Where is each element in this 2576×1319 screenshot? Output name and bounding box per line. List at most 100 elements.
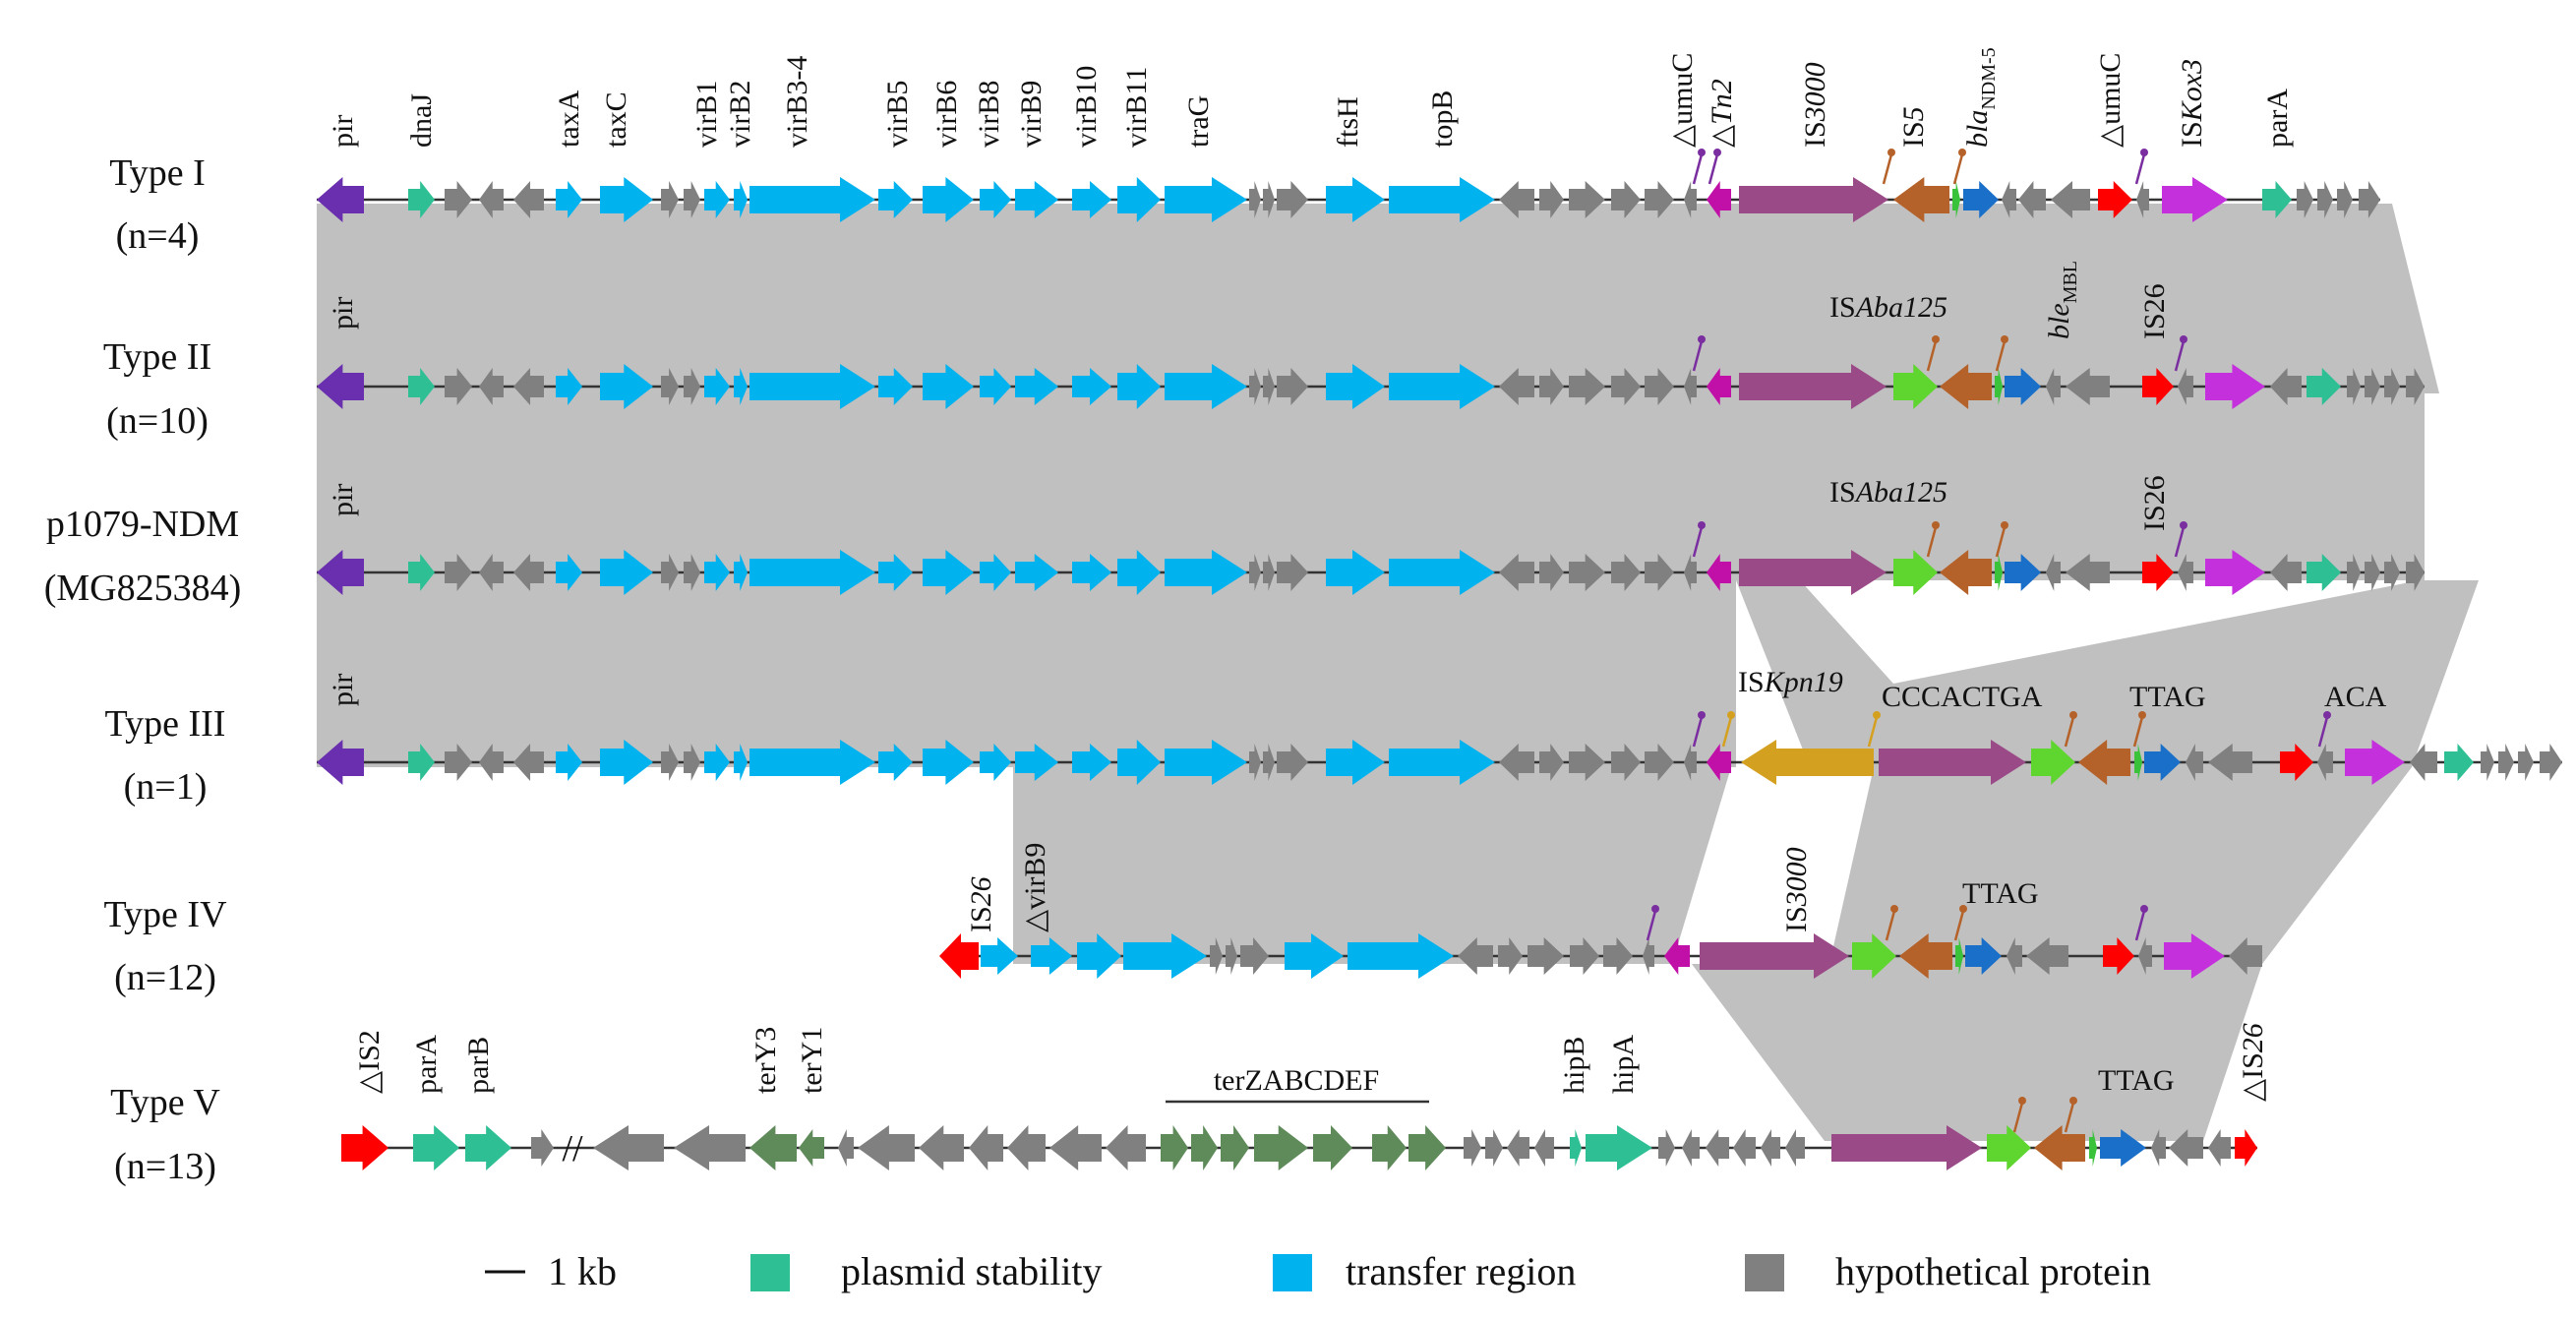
row3-hyp-c: [513, 744, 544, 781]
row5-IS5-gene: [2034, 1125, 2085, 1170]
row2-hyp-g: [1263, 554, 1275, 591]
row3-virB1-gene: [704, 744, 730, 781]
row0-virB5-gene: [878, 181, 913, 218]
row2-traG-gene: [1165, 550, 1247, 595]
row0-hyp-v: [2359, 181, 2380, 218]
row0-hyp-f: [1249, 181, 1261, 218]
row1-virB9-gene: [1015, 368, 1058, 405]
label-Tn2: △Tn2: [1706, 79, 1738, 148]
row5-hyp-b: [593, 1125, 664, 1170]
row2-hyp-s: [2347, 554, 2361, 591]
row3-virB10-gene: [1072, 744, 1111, 781]
row1-ftsH-gene: [1326, 364, 1385, 409]
row1-hyp-l: [1611, 368, 1641, 405]
row1-virB11-gene: [1117, 364, 1161, 409]
row4-hyp-f: [1528, 937, 1564, 975]
row1-isaba-marker-stem: [1926, 340, 1938, 372]
row2-umuC-marker-tip: [1698, 521, 1706, 529]
row1-umuC-marker-stem: [1692, 340, 1704, 372]
gene-arrows: [317, 149, 2562, 1170]
row0-hyp-p: [2018, 181, 2046, 218]
row2-ISKox3-gene: [2205, 550, 2265, 595]
row2-hyp-c: [513, 554, 544, 591]
row1-hyp-m: [1645, 368, 1674, 405]
row0-hyp-o: [2002, 181, 2016, 218]
label-umuC-2: △umuC: [2094, 53, 2127, 148]
row0-hyp-n: [1684, 181, 1697, 218]
row1-is26-marker-stem: [2174, 340, 2186, 372]
row3-blaNDM-gene: [2144, 744, 2181, 781]
row0-hyp-e: [684, 181, 700, 218]
row5-parA-gene: [413, 1125, 459, 1170]
row3-iskpn-marker-stem: [1721, 716, 1733, 748]
row2-Tn2-gene: [1707, 554, 1731, 591]
row3-virB5-gene: [878, 744, 913, 781]
label-pir-r3: pir: [327, 484, 359, 516]
row3-hyp-p: [2208, 744, 2252, 781]
row4-ble-gene: [1955, 937, 1963, 975]
label-ISKox3: ISKox3: [2176, 59, 2208, 148]
row0-is5-marker-stem: [1882, 153, 1893, 185]
row2-hyp-j: [1539, 554, 1564, 591]
row0-bla-marker-tip: [1958, 149, 1966, 156]
legend-scale-label: 1 kb: [548, 1249, 617, 1293]
row3-virB8-gene: [980, 744, 1011, 781]
label-umuC: △umuC: [1666, 53, 1699, 148]
row1-hyp-e: [684, 368, 700, 405]
row2-isaba-marker-stem: [1926, 526, 1938, 558]
row0-virB8-gene: [980, 181, 1011, 218]
label-terY3: terY3: [749, 1027, 782, 1094]
row2-hyp-p: [2066, 554, 2110, 591]
row1-hyp-b: [479, 368, 504, 405]
row0-ble-gene: [1952, 181, 1960, 218]
label-TTAG-r6: TTAG: [2098, 1064, 2175, 1097]
row4-virB9-gene: [981, 937, 1018, 975]
row1-dnaJ-gene: [408, 368, 435, 405]
row5-hyp-k: [1464, 1129, 1481, 1167]
legend: 1 kb plasmid stability transfer region h…: [485, 1249, 2151, 1293]
row0-hyp-j: [1539, 181, 1564, 218]
row5-hyp-p: [1682, 1129, 1700, 1167]
row1-virB3-4-gene: [749, 364, 875, 409]
row0-virB11-gene: [1117, 177, 1161, 222]
row2-hyp-u: [2384, 554, 2400, 591]
row3-Tn2-gene: [1707, 744, 1731, 781]
row1-virB2-gene: [734, 368, 748, 405]
row2-virB11-gene: [1117, 550, 1161, 595]
row5-hyp-d: [838, 1129, 854, 1167]
legend-transfer-label: transfer region: [1346, 1249, 1576, 1293]
row2-is26-marker-stem: [2174, 526, 2186, 558]
label-virB1: virB1: [690, 81, 723, 148]
label-virB9-r5: △virB9: [1019, 843, 1051, 932]
label-IS26-r6: △IS26: [2237, 1023, 2269, 1102]
row5-hyp-a: [531, 1129, 554, 1167]
row5-hyp-u: [2151, 1129, 2166, 1167]
label-topB: topB: [1426, 90, 1459, 148]
row1-hyp-r: [2270, 368, 2302, 405]
row2-hyp-f: [1249, 554, 1261, 591]
row3-umuC-marker-tip: [1698, 711, 1706, 719]
row-label-p1079-acc: (MG825384): [44, 568, 242, 609]
label-ACA: ACA: [2324, 681, 2387, 713]
label-virB6: virB6: [930, 81, 963, 148]
row3-IS5-gene: [2078, 740, 2130, 785]
row2-taxA-gene: [556, 554, 582, 591]
row2-umuC-marker-stem: [1692, 526, 1704, 558]
row0-umuC-marker-tip: [1698, 149, 1706, 156]
row5-IS26-gene: [2235, 1129, 2257, 1167]
row1-hyp-i: [1499, 368, 1534, 405]
row0-tn2-marker-stem: [1707, 153, 1719, 185]
row-label-type-i: Type I: [109, 152, 206, 194]
row4-IS3000-gene: [1700, 933, 1849, 979]
row0-hyp-i: [1499, 181, 1534, 218]
row2-hyp-m: [1645, 554, 1674, 591]
row4-hyp-d: [1458, 937, 1493, 975]
row2-hyp-i: [1499, 554, 1534, 591]
row3-ftsH-gene: [1326, 740, 1385, 785]
label-virB5: virB5: [881, 81, 914, 148]
row2-hyp-b: [479, 554, 504, 591]
row1-IS3000-gene: [1739, 364, 1887, 409]
row3-hyp-i: [1499, 744, 1534, 781]
row1-is26-marker-tip: [2180, 335, 2187, 343]
row4-virB10-gene: [1031, 937, 1072, 975]
